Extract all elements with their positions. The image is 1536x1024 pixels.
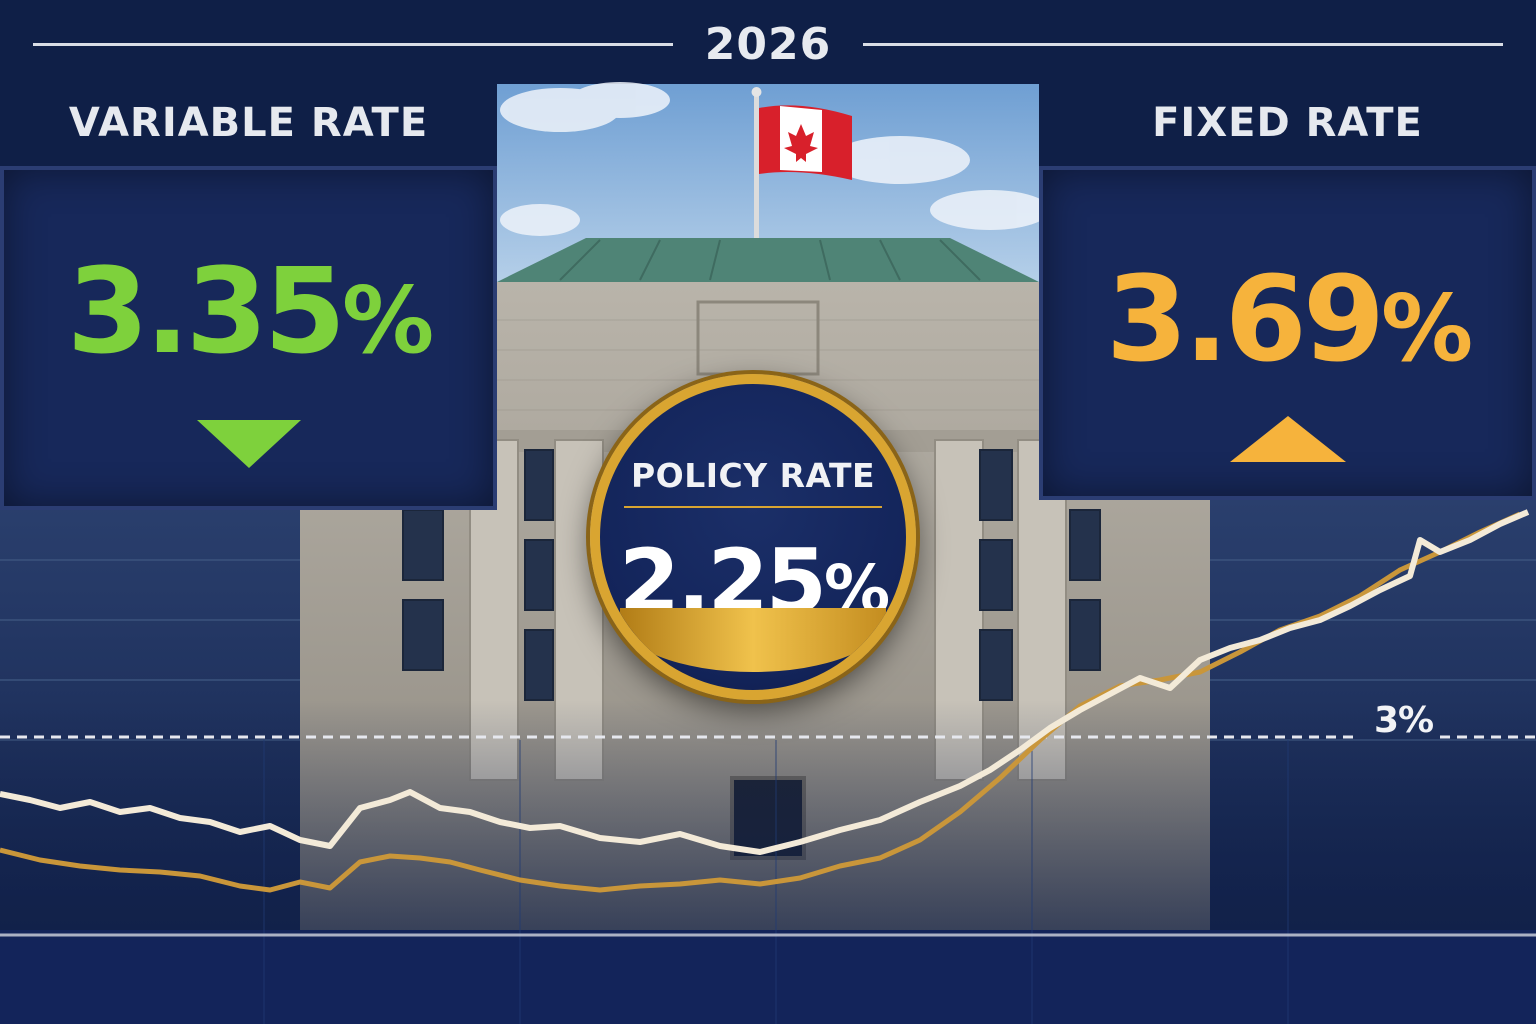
badge-divider [624, 506, 882, 508]
building-roof [497, 238, 1039, 282]
up-triangle-icon [1229, 416, 1346, 462]
fixed-rate-title: FIXED RATE [1152, 100, 1423, 146]
year-rule-right [863, 42, 1504, 46]
fixed-rate-value: 3.69% [1043, 250, 1532, 388]
year-label: 2026 [704, 18, 832, 70]
variable-rate-value: 3.35% [4, 242, 493, 380]
policy-rate-badge: POLICY RATE 2.25% [590, 374, 916, 700]
canada-flag-icon [751, 87, 852, 267]
variable-rate-title: VARIABLE RATE [68, 100, 429, 146]
badge-swoosh [620, 608, 886, 672]
fixed-rate-unit: % [1380, 275, 1473, 382]
white-trend-line [0, 509, 1530, 855]
level-label: 3% [1374, 700, 1434, 741]
fixed-rate-panel: 3.69% [1039, 166, 1536, 500]
variable-rate-panel: 3.35% [0, 166, 497, 510]
year-rule-left [32, 42, 673, 46]
year-header: 2026 [0, 0, 1536, 88]
building-windows [402, 449, 1101, 701]
variable-rate-number: 3.35 [66, 242, 346, 380]
down-triangle-icon [196, 420, 301, 468]
fixed-rate-number: 3.69 [1105, 250, 1385, 388]
variable-rate-unit: % [341, 267, 434, 374]
clouds [500, 82, 1050, 236]
policy-rate-label: POLICY RATE [630, 456, 876, 495]
